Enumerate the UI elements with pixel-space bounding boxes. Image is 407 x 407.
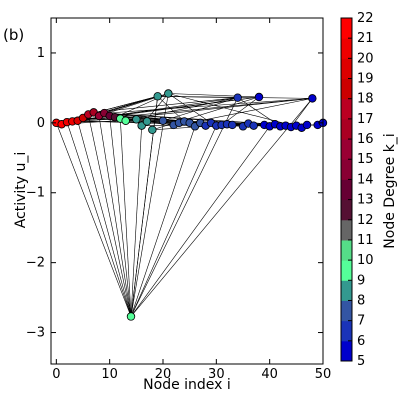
x-tick-label: 10 [101, 367, 118, 382]
network-edge [168, 93, 260, 98]
colorbar-band [341, 239, 352, 261]
colorbar-tick-label: 18 [357, 92, 374, 107]
colorbar-tick-label: 22 [357, 11, 374, 26]
node-point [148, 125, 157, 135]
colorbar-tick-label: 13 [357, 193, 374, 208]
network-edge [120, 118, 132, 317]
colorbar-band [341, 199, 352, 221]
colorbar-band [341, 340, 352, 362]
colorbar-tick-label: 8 [357, 293, 365, 308]
y-axis-label: Activity u_i [13, 152, 29, 229]
network-edge [130, 93, 169, 317]
colorbar-tick-label: 19 [357, 72, 374, 87]
network-nodes [52, 89, 328, 321]
y-tick-label: 1 [37, 46, 45, 61]
colorbar-band [341, 280, 352, 301]
x-tick-label: 30 [208, 367, 225, 382]
colorbar-band [341, 139, 352, 160]
colorbar: 5 6 7 8 9 10 11 12 13 14 15 16 17 18 19 20 21 22 [340, 11, 374, 369]
colorbar-band [341, 118, 352, 140]
colorbar-tick-label: 17 [357, 112, 374, 127]
network-edge [93, 97, 238, 113]
plot-frame [50, 17, 324, 365]
network-edge [98, 115, 132, 317]
colorbar-tick-label: 7 [357, 314, 365, 329]
y-tick-label: −2 [26, 256, 45, 271]
x-tick-label: 20 [155, 367, 172, 382]
network-edge [109, 96, 260, 117]
node-point [153, 92, 162, 101]
x-tick-label: 50 [315, 367, 332, 382]
colorbar-band [341, 78, 352, 100]
colorbar-band [341, 58, 352, 80]
y-tick-label: −1 [26, 186, 45, 201]
colorbar-band [341, 179, 352, 201]
network-edge [130, 125, 217, 317]
colorbar-tick-label: 12 [357, 213, 374, 228]
colorbar-band [341, 260, 352, 281]
x-tick-label: 40 [261, 367, 278, 382]
colorbar-band [341, 18, 352, 39]
colorbar-band [341, 219, 352, 241]
colorbar-tick-label: 9 [357, 273, 365, 288]
network-edge [66, 122, 132, 317]
colorbar-tick-label: 14 [357, 172, 374, 187]
node-point [158, 116, 168, 125]
y-tick-label: −3 [26, 326, 45, 341]
network-edge [130, 126, 270, 317]
colorbar-tick-label: 15 [357, 152, 374, 167]
network-edge [109, 115, 132, 317]
colorbar-band [341, 38, 352, 59]
x-axis-label: Node index i [143, 377, 231, 393]
node-point [249, 121, 258, 130]
network-edge [88, 98, 313, 115]
y-axis: 1 0 −1 −2 −3 [26, 46, 323, 341]
node-point [164, 89, 173, 98]
network-edge [88, 114, 132, 317]
colorbar-tick-label: 5 [357, 354, 365, 369]
node-point [302, 120, 312, 130]
node-point [254, 92, 264, 102]
network-edge [56, 122, 132, 317]
node-point [142, 117, 152, 126]
colorbar-tick-label: 11 [357, 233, 374, 248]
node-point [308, 94, 317, 103]
colorbar-band [341, 320, 352, 342]
colorbar-tick-label: 6 [357, 334, 365, 349]
network-edge [130, 126, 196, 317]
node-point [126, 312, 136, 321]
node-point [132, 115, 141, 124]
colorbar-frame [340, 17, 353, 362]
colorbar-tick-label: 10 [357, 253, 374, 268]
colorbar-band [341, 300, 352, 322]
network-edge [130, 98, 313, 317]
colorbar-tick-label: 21 [357, 31, 374, 46]
network-edge [168, 93, 212, 124]
network-edge [77, 120, 132, 317]
node-point [121, 116, 130, 125]
panel-label: (b) [3, 26, 24, 44]
x-tick-label: 0 [52, 367, 60, 382]
y-tick-label: 0 [37, 116, 45, 131]
network-edge [168, 93, 302, 129]
colorbar-tick-label: 20 [357, 51, 374, 66]
colorbar-band [341, 159, 352, 180]
node-point [228, 120, 237, 130]
network-edge [157, 96, 185, 122]
network-edge [130, 97, 238, 317]
x-axis: 0 10 20 30 40 50 [52, 18, 331, 382]
colorbar-tick-label: 16 [357, 132, 374, 147]
colorbar-label: Node Degree k_i [382, 133, 398, 248]
network-edge [120, 98, 313, 119]
network-edge [130, 125, 142, 317]
colorbar-band [341, 98, 352, 120]
node-point [233, 93, 242, 102]
